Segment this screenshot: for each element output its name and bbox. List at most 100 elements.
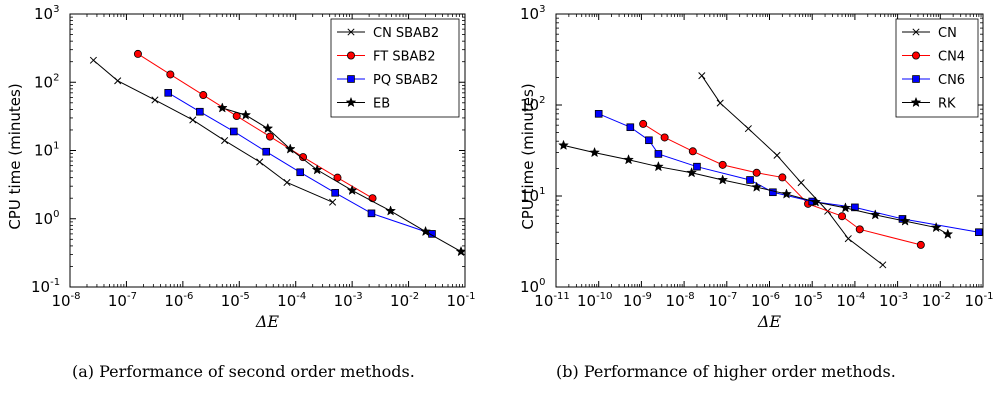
x-tick-label: 10-1 (964, 291, 993, 310)
legend-marker-b (912, 28, 920, 36)
x-axis-label: ΔE (757, 312, 782, 331)
y-tick-label: 10-1 (31, 277, 60, 296)
y-tick-base: 10 (520, 278, 539, 296)
y-tick-base: 10 (31, 278, 50, 296)
series-cn-sbab2-point (114, 77, 122, 85)
y-tick-base: 10 (520, 96, 539, 114)
legend-marker (345, 96, 357, 108)
x-tick-base: 10 (708, 292, 727, 310)
series-cn6-point (594, 110, 603, 118)
x-tick-exp: -7 (727, 291, 737, 302)
x-tick-base: 10 (534, 292, 553, 310)
y-tick-exp: 1 (53, 141, 59, 152)
caption-b: (b) Performance of higher order methods. (556, 362, 896, 381)
y-axis-label: CPU time (minutes) (6, 83, 24, 229)
legend: CN CN4 CN6 RK (895, 18, 979, 118)
series-cn-sbab2-point-b (256, 158, 264, 166)
x-tick-label: 10-7 (108, 291, 137, 310)
series-cn-sbab2 (89, 56, 337, 206)
x-tick-label: 10-1 (446, 291, 475, 310)
series-rk-point (652, 160, 664, 172)
series-cn-sbab2-point (189, 116, 197, 124)
x-tick-exp: -8 (685, 291, 695, 302)
y-tick-label: 100 (34, 209, 59, 228)
series-cn6-point (654, 150, 663, 158)
x-tick-exp: -1 (984, 291, 994, 302)
y-tick-label: 100 (520, 277, 545, 296)
legend-label: FT SBAB2 (373, 50, 436, 65)
series-cn6-point (975, 228, 983, 237)
series-cn-sbab2-point-b (189, 116, 197, 124)
legend-entry-rk: RK (902, 97, 956, 112)
series-ft-sbab2-point (299, 153, 308, 162)
legend-entry-cn: CN (902, 26, 957, 41)
legend-label: PQ SBAB2 (373, 73, 438, 88)
series-cn4-line (642, 123, 921, 246)
series-rk-point (781, 188, 792, 199)
series-cn-point (879, 261, 887, 269)
series-cn-sbab2-point (221, 136, 229, 145)
y-tick-label: 102 (34, 72, 59, 91)
y-tick-exp: 2 (539, 95, 545, 106)
series-eb-point (284, 143, 296, 154)
series-cn-point (744, 125, 752, 133)
y-tick-base: 10 (520, 5, 539, 23)
series-eb-point (240, 109, 252, 120)
series-cn-sbab2-point (283, 178, 291, 187)
series-cn-point-b (698, 72, 706, 80)
series-cn-point (844, 235, 852, 243)
x-tick-label: 10-4 (277, 291, 306, 310)
series-cn-sbab2-point (256, 158, 264, 166)
caption-a: (a) Performance of second order methods. (72, 362, 415, 381)
legend-entry-cn4: CN4 (902, 50, 965, 65)
series-cn4-point (855, 225, 864, 234)
y-tick-base: 10 (34, 142, 53, 160)
x-tick-base: 10 (277, 292, 296, 310)
series-cn-point-b (744, 125, 752, 133)
series-cn-point-b (773, 151, 781, 159)
x-tick-exp: -3 (898, 291, 908, 302)
x-tick-label: 10-4 (836, 291, 865, 310)
y-tick-exp: 3 (539, 4, 545, 15)
series-pq-sbab2-point (262, 147, 271, 156)
series-cn6-point (626, 123, 635, 132)
x-tick-label: 10-2 (922, 291, 951, 310)
y-tick-exp: 0 (53, 209, 59, 220)
series-pq-sbab2-point (367, 209, 376, 218)
series-rk-point (589, 146, 600, 158)
series-rk-point (751, 181, 763, 192)
series-pq-sbab2-point (230, 127, 238, 136)
series-rk-point (810, 196, 822, 207)
series-cn-sbab2-point (329, 198, 337, 206)
series-cn-point (773, 151, 781, 159)
series-ft-sbab2-point (265, 132, 274, 141)
series-ft-sbab2-point (133, 49, 142, 58)
y-tick-exp: 3 (53, 4, 59, 15)
y-tick-base: 10 (34, 210, 53, 228)
x-tick-exp: -10 (596, 291, 612, 302)
series-rk-point (942, 228, 954, 239)
legend-label: CN SBAB2 (373, 26, 439, 41)
legend-entry-cn-sbab2: CN SBAB2 (337, 26, 439, 41)
y-tick-label: 103 (34, 4, 59, 23)
legend-label: CN6 (938, 73, 965, 88)
y-tick-base: 10 (34, 73, 53, 91)
series-cn-sbab2-line (93, 59, 333, 203)
legend-label: CN (938, 26, 957, 41)
x-tick-base: 10 (334, 292, 353, 310)
series-eb-point (346, 184, 358, 196)
series-cn6-point (645, 136, 653, 145)
y-tick-exp: 2 (53, 72, 59, 83)
legend-entry-eb: EB (337, 97, 390, 112)
series-cn-sbab2-point (151, 96, 159, 104)
y-tick-label: 103 (520, 4, 545, 23)
series-cn-point (716, 99, 724, 107)
y-tick-label: 101 (520, 186, 545, 205)
series-cn-line (701, 75, 884, 266)
series-ft-sbab2 (133, 49, 377, 203)
series-rk-point (717, 174, 729, 185)
y-tick-label: 101 (34, 141, 59, 160)
x-tick-exp: -11 (553, 291, 569, 302)
x-tick-base: 10 (51, 292, 70, 310)
series-cn6 (594, 110, 983, 237)
